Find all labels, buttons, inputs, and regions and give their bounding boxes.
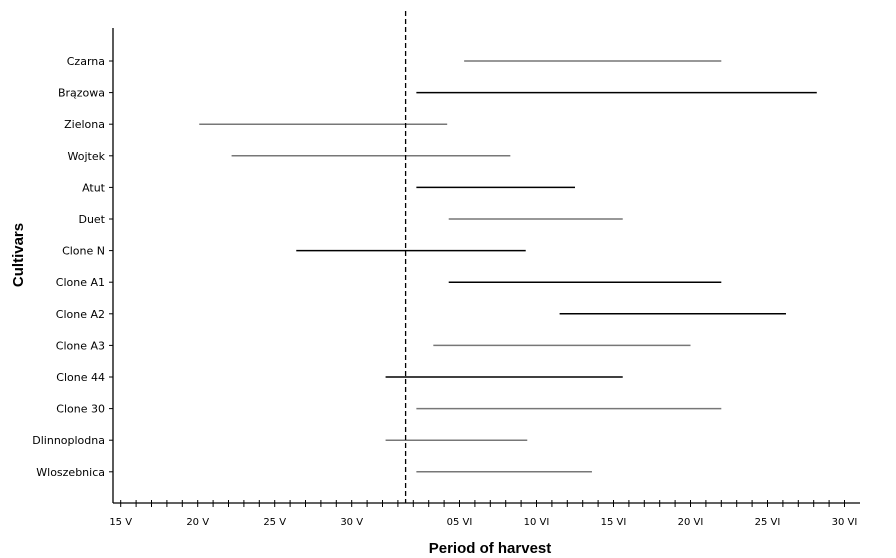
x-tick-label: 30 VI [832,517,858,528]
y-axis-title: Cultivars [10,223,27,287]
x-tick-label: 25 V [263,517,286,528]
x-tick-label: 15 V [109,517,132,528]
x-axis: 15 V 20 V 25 V 30 V 05 VI 10 VI 15 VI 20 VI 25 V… [109,500,860,528]
x-tick-label: 05 VI [447,517,473,528]
cultivar-label: Clone N [62,245,105,258]
x-tick-label: 10 VI [524,517,550,528]
x-tick-label: 20 V [186,517,209,528]
cultivar-label: Clone A3 [56,339,105,352]
cultivar-label: Atut [82,181,106,194]
x-tick-label: 20 VI [678,517,704,528]
cultivar-label: Dlinnoplodna [32,434,105,447]
cultivar-label: Duet [78,213,105,226]
x-tick-label: 25 VI [755,517,781,528]
cultivar-label: Zielona [64,118,105,131]
cultivar-label: Clone A2 [56,308,105,321]
x-tick-label: 15 VI [601,517,627,528]
x-tick-label: 30 V [340,517,363,528]
y-axis: Czarna Brązowa Zielona Wojtek Atut Duet Clone … [32,28,114,503]
x-axis-title: Period of harvest [429,540,552,557]
cultivar-label: Wloszebnica [36,466,105,479]
cultivar-label: Wojtek [68,150,106,163]
cultivar-label: Brązowa [58,87,105,100]
cultivar-label: Czarna [67,55,105,68]
harvest-ranges [199,60,817,473]
cultivar-label: Clone 44 [56,371,105,384]
cultivar-label: Clone 30 [56,403,105,416]
cultivar-label: Clone A1 [56,276,105,289]
